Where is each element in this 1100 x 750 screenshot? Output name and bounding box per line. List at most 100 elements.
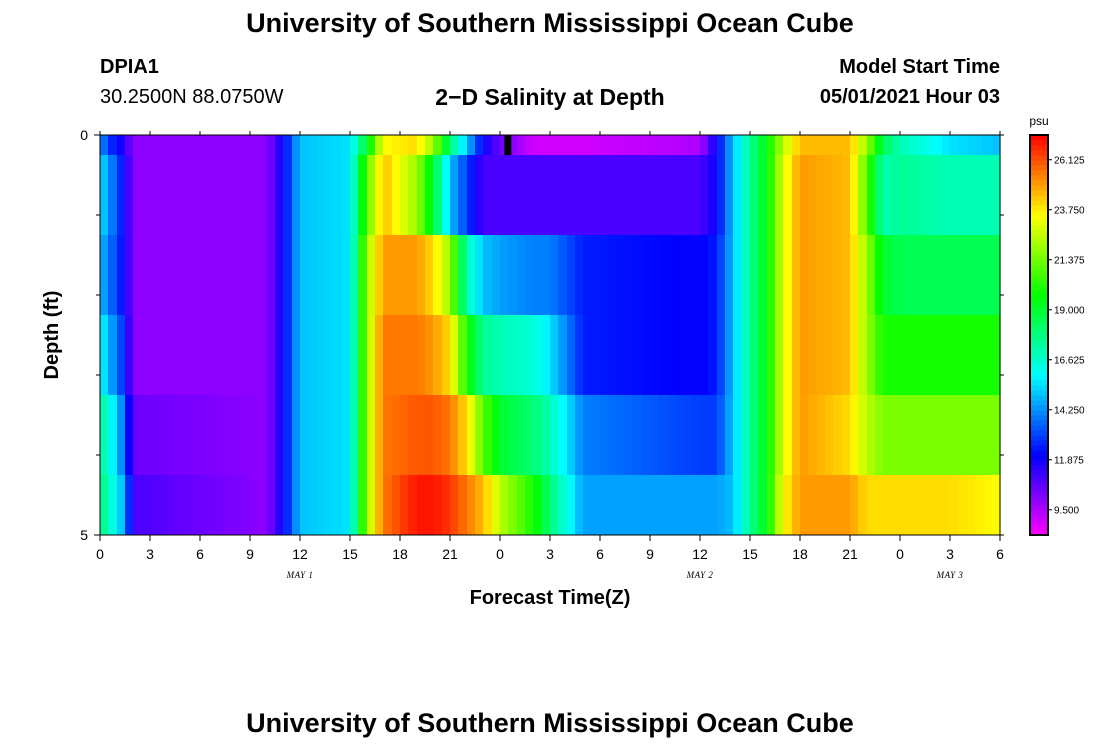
heatmap-cell	[317, 475, 326, 535]
heatmap-cell	[167, 235, 176, 315]
heatmap-cell	[567, 135, 576, 155]
heatmap-cell	[225, 395, 234, 475]
heatmap-cell	[975, 135, 984, 155]
heatmap-cell	[600, 155, 609, 235]
heatmap-cell	[308, 475, 318, 535]
heatmap-cell	[783, 155, 793, 235]
heatmap-cell	[217, 235, 226, 315]
heatmap-cell	[750, 475, 759, 535]
heatmap-cell	[383, 135, 393, 155]
heatmap-cell	[783, 395, 793, 475]
heatmap-cell	[392, 235, 401, 315]
heatmap-cell	[192, 395, 201, 475]
chart-title: University of Southern Mississippi Ocean…	[246, 8, 854, 38]
heatmap-cell	[400, 155, 409, 235]
x-tick-label: 9	[246, 546, 254, 562]
colorbar-tick-label: 14.250	[1054, 406, 1085, 417]
heatmap-cell	[700, 315, 709, 395]
colorbar-segment	[1030, 470, 1048, 476]
heatmap-cell	[308, 155, 318, 235]
heatmap-cell	[775, 315, 784, 395]
heatmap-cell	[883, 155, 893, 235]
heatmap-cell	[225, 135, 234, 155]
heatmap-cell	[750, 135, 759, 155]
heatmap-cell	[825, 395, 834, 475]
x-tick-label: 3	[946, 546, 954, 562]
heatmap-cell	[200, 395, 209, 475]
heatmap-cell	[300, 395, 309, 475]
heatmap-cell	[467, 155, 476, 235]
heatmap-cell	[867, 475, 876, 535]
heatmap-cell	[733, 235, 743, 315]
heatmap-cell	[142, 315, 151, 395]
heatmap-cell	[625, 235, 634, 315]
heatmap-cell	[200, 155, 209, 235]
colorbar-segment	[1030, 515, 1048, 521]
heatmap-cell	[100, 475, 109, 535]
x-tick-label: 6	[996, 546, 1004, 562]
heatmap-cell	[883, 235, 893, 315]
heatmap-cell	[525, 235, 534, 315]
heatmap-cell	[575, 235, 584, 315]
heatmap-cell	[692, 235, 701, 315]
heatmap-cell	[475, 235, 484, 315]
heatmap-cell	[142, 395, 151, 475]
heatmap-cell	[167, 155, 176, 235]
heatmap-cell	[242, 315, 251, 395]
heatmap-cell	[517, 315, 526, 395]
heatmap-cell	[642, 475, 651, 535]
colorbar-segment	[1030, 505, 1048, 511]
heatmap-cell	[250, 235, 259, 315]
heatmap-cell	[675, 155, 684, 235]
heatmap-cell	[617, 395, 626, 475]
heatmap-cell	[300, 135, 309, 155]
colorbar-segment	[1030, 525, 1048, 531]
heatmap-cell	[175, 475, 184, 535]
heatmap-cell	[408, 135, 418, 155]
colorbar-segment	[1030, 400, 1048, 406]
heatmap-cell	[692, 135, 701, 155]
heatmap-cell	[192, 475, 201, 535]
heatmap-cell	[350, 395, 359, 475]
heatmap-cell	[400, 235, 409, 315]
heatmap-cell	[308, 395, 318, 475]
heatmap-cell	[708, 155, 718, 235]
heatmap-cell	[342, 155, 351, 235]
heatmap-cell	[808, 475, 818, 535]
heatmap-cell	[425, 395, 434, 475]
heatmap-cell	[817, 155, 826, 235]
colorbar-segment	[1030, 465, 1048, 471]
heatmap-cell	[100, 235, 109, 315]
heatmap-cell	[967, 235, 976, 315]
heatmap-cell	[742, 395, 751, 475]
heatmap-cell	[808, 395, 818, 475]
heatmap-cell	[283, 135, 293, 155]
heatmap-cell	[458, 135, 468, 155]
heatmap-cell	[817, 235, 826, 315]
heatmap-cell	[433, 395, 443, 475]
x-tick-label: 6	[596, 546, 604, 562]
y-tick-label: 5	[80, 527, 88, 543]
colorbar-segment	[1030, 410, 1048, 416]
heatmap-cell	[550, 135, 559, 155]
heatmap-cell	[800, 235, 809, 315]
heatmap-cell	[558, 475, 568, 535]
heatmap-cell	[175, 235, 184, 315]
heatmap-cell	[725, 235, 734, 315]
heatmap-cell	[475, 395, 484, 475]
footer-title: University of Southern Mississippi Ocean…	[246, 708, 854, 738]
colorbar-segment	[1030, 335, 1048, 341]
heatmap-cell	[583, 135, 593, 155]
heatmap-cell	[150, 135, 159, 155]
heatmap-cell	[583, 155, 593, 235]
heatmap-cell	[667, 395, 676, 475]
colorbar-segment	[1030, 435, 1048, 441]
heatmap-cell	[258, 155, 268, 235]
heatmap-cell	[517, 155, 526, 235]
heatmap-cell	[367, 155, 376, 235]
heatmap-cell	[108, 475, 118, 535]
heatmap-cell	[967, 155, 976, 235]
heatmap-cell	[300, 235, 309, 315]
heatmap-cell	[758, 235, 768, 315]
heatmap-cell	[792, 135, 801, 155]
